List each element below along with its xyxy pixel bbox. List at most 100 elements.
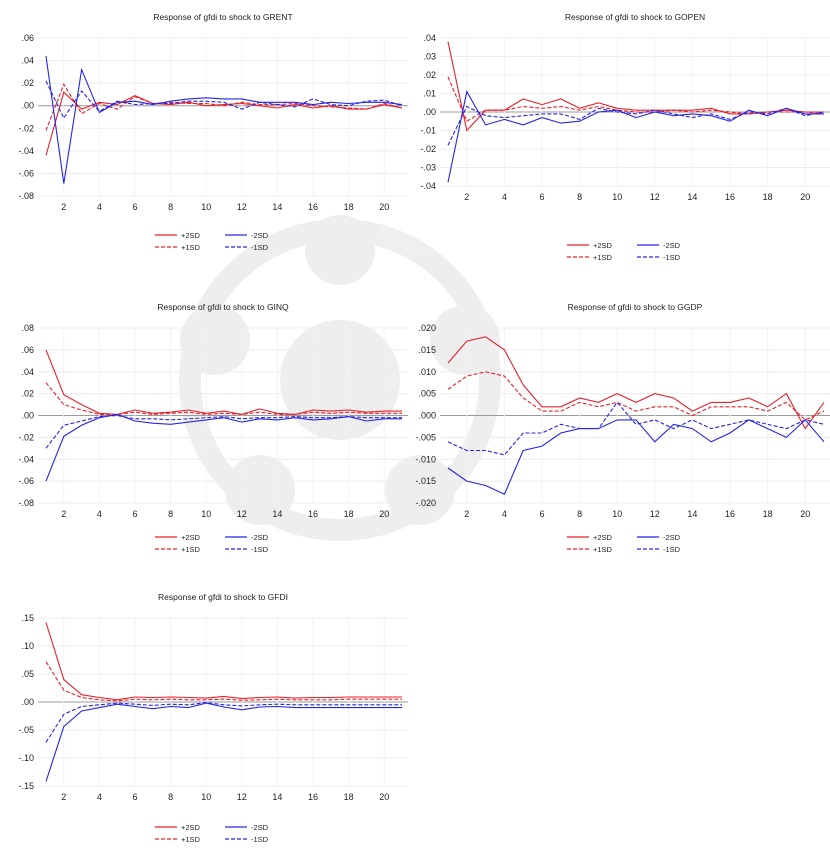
legend-label: -2SD (663, 241, 681, 250)
series-line-plus1sd (45, 382, 402, 415)
legend-label: -2SD (663, 533, 681, 542)
series-line-plus1sd (447, 371, 825, 421)
chart-panel-1: Response of gfdi to shock to GRENT -.08 -.… (18, 12, 408, 252)
x-tick-label: 18 (763, 192, 773, 202)
legend: +2SD +1SD -2SD -1SD (155, 823, 269, 844)
x-tick-label: 14 (272, 792, 282, 802)
x-tick-label: 16 (725, 509, 735, 519)
legend-label: -2SD (251, 533, 269, 542)
y-tick-label: .15 (21, 613, 34, 623)
x-tick-label: 2 (61, 792, 66, 802)
y-tick-label: .02 (21, 389, 34, 399)
chart-title: Response of gfdi to shock to GINQ (157, 302, 289, 312)
y-tick-label: -.04 (18, 454, 34, 464)
legend: +2SD +1SD -2SD -1SD (155, 231, 269, 252)
y-tick-label: -.01 (420, 126, 436, 136)
x-tick-label: 14 (687, 509, 697, 519)
series-line-plus2sd (45, 349, 402, 415)
y-tick-label: .00 (21, 101, 34, 111)
legend-label: +1SD (181, 545, 201, 554)
x-tick-label: 4 (97, 509, 102, 519)
y-tick-label: .04 (21, 367, 34, 377)
y-tick-label: .010 (418, 367, 436, 377)
x-tick-label: 2 (464, 192, 469, 202)
chart-panel-2: Response of gfdi to shock to GOPEN -.04 -.… (420, 12, 830, 262)
x-tick-label: 8 (168, 202, 173, 212)
legend-label: -1SD (251, 243, 269, 252)
series-line-plus1sd (447, 76, 825, 122)
chart-panel-5: Response of gfdi to shock to GFDI -.15 -.1… (18, 592, 408, 844)
x-tick-label: 2 (61, 509, 66, 519)
y-tick-label: .01 (423, 89, 436, 99)
y-tick-label: .02 (423, 70, 436, 80)
x-tick-label: 8 (168, 792, 173, 802)
y-tick-label: .04 (21, 56, 34, 66)
x-tick-label: 20 (379, 792, 389, 802)
y-tick-label: .005 (418, 389, 436, 399)
x-tick-label: 6 (132, 202, 137, 212)
series-line-minus1sd (447, 401, 825, 456)
x-tick-label: 6 (132, 792, 137, 802)
x-tick-label: 12 (650, 192, 660, 202)
legend-label: +2SD (593, 241, 613, 250)
y-tick-label: -.06 (18, 168, 34, 178)
legend-label: +2SD (181, 823, 201, 832)
x-tick-label: 16 (308, 202, 318, 212)
x-tick-label: 12 (237, 202, 247, 212)
x-tick-label: 10 (201, 202, 211, 212)
x-tick-label: 4 (502, 509, 507, 519)
y-tick-label: .015 (418, 345, 436, 355)
legend-label: +1SD (593, 545, 613, 554)
x-tick-label: 4 (502, 192, 507, 202)
x-tick-label: 14 (687, 192, 697, 202)
x-tick-label: 20 (800, 192, 810, 202)
x-tick-label: 2 (61, 202, 66, 212)
legend: +2SD +1SD -2SD -1SD (567, 241, 681, 262)
y-tick-label: -.06 (18, 476, 34, 486)
y-tick-label: .03 (423, 52, 436, 62)
y-tick-label: .00 (423, 107, 436, 117)
y-tick-label: .00 (21, 697, 34, 707)
y-tick-label: -.02 (420, 144, 436, 154)
y-tick-label: .08 (21, 323, 34, 333)
series-line-plus1sd (45, 661, 402, 702)
legend-label: -1SD (251, 835, 269, 844)
chart-panel-4: Response of gfdi to shock to GGDP -.020 -.… (415, 302, 830, 554)
series-line-minus2sd (45, 56, 403, 184)
x-tick-label: 2 (464, 509, 469, 519)
legend-label: -2SD (251, 231, 269, 240)
series-line-minus2sd (447, 90, 824, 183)
chart-title: Response of gfdi to shock to GGDP (568, 302, 703, 312)
legend-label: -1SD (663, 545, 681, 554)
y-tick-label: -.010 (415, 454, 436, 464)
chart-title: Response of gfdi to shock to GFDI (158, 592, 288, 602)
x-tick-label: 12 (650, 509, 660, 519)
legend-label: +2SD (181, 231, 201, 240)
y-tick-label: -.03 (420, 163, 436, 173)
x-tick-label: 20 (379, 202, 389, 212)
series-line-minus1sd (45, 80, 403, 120)
y-tick-label: -.005 (415, 432, 436, 442)
series-line-plus1sd (45, 83, 403, 131)
y-tick-label: -.04 (18, 146, 34, 156)
x-tick-label: 4 (97, 792, 102, 802)
x-tick-label: 8 (577, 192, 582, 202)
chart-panel-3: Response of gfdi to shock to GINQ -.08 -.0… (18, 302, 408, 554)
x-tick-label: 16 (725, 192, 735, 202)
legend: +2SD +1SD -2SD -1SD (567, 533, 681, 554)
y-tick-label: -.08 (18, 498, 34, 508)
y-tick-label: -.04 (420, 181, 436, 191)
y-tick-label: .05 (21, 669, 34, 679)
x-tick-label: 10 (612, 192, 622, 202)
y-tick-label: .04 (423, 33, 436, 43)
y-tick-label: -.020 (415, 498, 436, 508)
series-line-plus2sd (447, 336, 825, 430)
legend-label: +1SD (181, 835, 201, 844)
series-line-minus1sd (447, 105, 825, 146)
y-tick-label: -.015 (415, 476, 436, 486)
x-tick-label: 14 (272, 509, 282, 519)
y-tick-label: .000 (418, 411, 436, 421)
x-tick-label: 6 (539, 509, 544, 519)
y-tick-label: -.02 (18, 432, 34, 442)
